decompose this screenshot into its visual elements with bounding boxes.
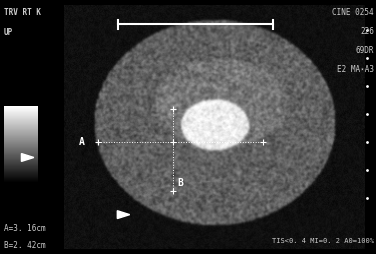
Text: B=2. 42cm: B=2. 42cm xyxy=(4,241,45,250)
Text: A: A xyxy=(79,137,85,147)
Text: TRV RT K: TRV RT K xyxy=(4,8,41,17)
Polygon shape xyxy=(21,154,34,161)
Text: E2 MA⋆A3: E2 MA⋆A3 xyxy=(337,65,374,74)
Text: TIS<0. 4 MI=0. 2 A0=100%: TIS<0. 4 MI=0. 2 A0=100% xyxy=(272,238,374,244)
Text: 69DR: 69DR xyxy=(356,46,374,55)
Text: B: B xyxy=(177,178,183,188)
Text: A=3. 16cm: A=3. 16cm xyxy=(4,224,45,232)
Text: 226: 226 xyxy=(360,27,374,36)
Polygon shape xyxy=(117,211,130,218)
Text: UP: UP xyxy=(4,28,13,37)
Text: CINE 0254: CINE 0254 xyxy=(332,8,374,17)
